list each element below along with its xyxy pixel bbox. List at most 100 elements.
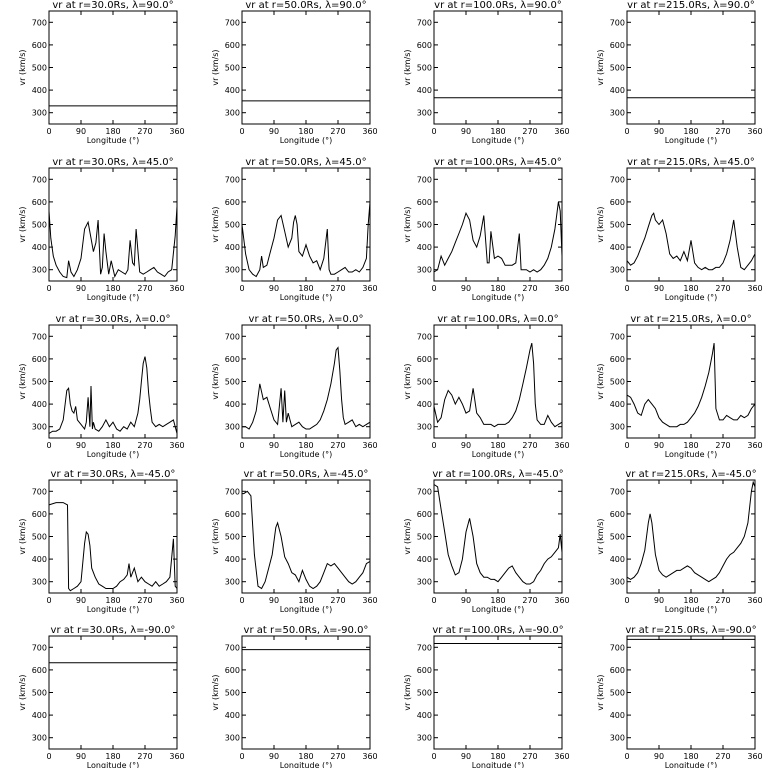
y-tick-label: 500: [225, 533, 240, 542]
y-tick-label: 300: [225, 423, 240, 432]
x-tick-label: 180: [298, 127, 313, 136]
x-tick-label: 0: [46, 441, 51, 450]
x-tick-label: 180: [298, 284, 313, 293]
plot-frame: [241, 635, 371, 750]
x-tick-label: 360: [169, 284, 184, 293]
y-tick-label: 600: [417, 510, 432, 519]
x-tick-label: 360: [554, 596, 569, 605]
y-tick-label: 500: [225, 378, 240, 387]
series-line: [626, 343, 756, 428]
x-axis-label: Longitude (°): [87, 450, 140, 459]
y-axis-label: vr (km/s): [596, 49, 605, 85]
y-tick-label: 400: [417, 86, 432, 95]
panel: vr at r=30.0Rs, λ=45.0° 0 90 180 270 360 300 40…: [18, 157, 185, 302]
x-tick-label: 360: [362, 596, 377, 605]
x-tick-label: 90: [269, 596, 279, 605]
panel: vr at r=30.0Rs, λ=-45.0° 0 90 180 270 360 300 4…: [18, 469, 185, 614]
y-axis-label: vr (km/s): [211, 363, 220, 399]
panel-title: vr at r=50.0Rs, λ=0.0°: [249, 314, 364, 325]
x-tick-label: 270: [137, 596, 152, 605]
y-axis-label: vr (km/s): [596, 206, 605, 242]
x-tick-label: 0: [624, 284, 629, 293]
x-tick-label: 90: [76, 127, 86, 136]
x-tick-label: 180: [683, 596, 698, 605]
x-axis-label: Longitude (°): [665, 605, 718, 614]
x-tick-label: 270: [137, 441, 152, 450]
x-tick-label: 360: [362, 752, 377, 761]
panel: vr at r=100.0Rs, λ=-90.0° 0 90 180 270 360 300…: [403, 625, 570, 768]
panel: vr at r=30.0Rs, λ=90.0° 0 90 180 270 360 300 40…: [18, 0, 185, 145]
x-tick-label: 180: [683, 284, 698, 293]
y-tick-label: 600: [610, 510, 625, 519]
y-tick-label: 600: [417, 666, 432, 675]
x-tick-label: 90: [654, 596, 664, 605]
x-tick-label: 360: [747, 752, 762, 761]
x-tick-label: 90: [654, 127, 664, 136]
y-tick-label: 700: [32, 332, 47, 341]
y-axis-label: vr (km/s): [18, 674, 27, 710]
y-axis-label: vr (km/s): [18, 518, 27, 554]
y-axis-label: vr (km/s): [211, 206, 220, 242]
x-tick-label: 360: [362, 284, 377, 293]
y-tick-label: 400: [610, 86, 625, 95]
x-tick-label: 360: [362, 127, 377, 136]
series-line: [242, 346, 371, 430]
panel-title: vr at r=215.0Rs, λ=45.0°: [627, 157, 755, 168]
x-tick-label: 270: [715, 596, 730, 605]
panel-title: vr at r=100.0Rs, λ=90.0°: [434, 0, 562, 11]
plot-frame: [48, 635, 178, 750]
y-tick-label: 300: [417, 578, 432, 587]
x-tick-label: 360: [747, 596, 762, 605]
x-axis-label: Longitude (°): [87, 761, 140, 768]
x-tick-label: 270: [715, 127, 730, 136]
x-tick-label: 0: [431, 127, 436, 136]
y-tick-label: 600: [417, 41, 432, 50]
y-axis-label: vr (km/s): [403, 674, 412, 710]
plot-frame: [626, 10, 756, 125]
y-axis-label: vr (km/s): [403, 363, 412, 399]
y-tick-label: 700: [417, 18, 432, 27]
y-tick-label: 700: [417, 487, 432, 496]
plot-frame: [433, 10, 563, 125]
x-tick-label: 360: [747, 127, 762, 136]
y-tick-label: 400: [32, 243, 47, 252]
x-tick-label: 270: [330, 127, 345, 136]
panel: vr at r=215.0Rs, λ=-45.0° 0 90 180 270 360 300…: [596, 469, 763, 614]
y-tick-label: 400: [610, 555, 625, 564]
y-tick-label: 400: [225, 86, 240, 95]
panel: vr at r=50.0Rs, λ=45.0° 0 90 180 270 360 300 40…: [211, 157, 378, 302]
y-tick-label: 400: [32, 86, 47, 95]
panel-title: vr at r=50.0Rs, λ=-90.0°: [244, 625, 369, 636]
y-axis-label: vr (km/s): [403, 206, 412, 242]
y-axis-label: vr (km/s): [596, 363, 605, 399]
x-tick-label: 0: [239, 752, 244, 761]
plot-frame: [433, 324, 563, 439]
y-tick-label: 400: [32, 555, 47, 564]
y-tick-label: 600: [610, 355, 625, 364]
y-tick-label: 500: [32, 64, 47, 73]
x-tick-label: 0: [46, 127, 51, 136]
y-tick-label: 300: [225, 734, 240, 743]
y-tick-label: 300: [32, 109, 47, 118]
y-tick-label: 300: [417, 423, 432, 432]
x-tick-label: 180: [490, 752, 505, 761]
panel-title: vr at r=215.0Rs, λ=0.0°: [630, 314, 751, 325]
series-line: [433, 201, 563, 273]
panel-title: vr at r=215.0Rs, λ=-90.0°: [625, 625, 756, 636]
panel: vr at r=50.0Rs, λ=0.0° 0 90 180 270 360 300 400…: [211, 314, 378, 459]
panel-title: vr at r=50.0Rs, λ=90.0°: [245, 0, 366, 11]
x-tick-label: 270: [137, 284, 152, 293]
y-tick-label: 600: [32, 41, 47, 50]
y-tick-label: 400: [225, 243, 240, 252]
y-tick-label: 700: [610, 175, 625, 184]
x-tick-label: 180: [105, 284, 120, 293]
y-tick-label: 300: [225, 266, 240, 275]
y-tick-label: 700: [610, 487, 625, 496]
x-axis-label: Longitude (°): [665, 293, 718, 302]
x-tick-label: 90: [461, 596, 471, 605]
y-tick-label: 300: [32, 266, 47, 275]
y-tick-label: 500: [610, 689, 625, 698]
y-tick-label: 400: [417, 243, 432, 252]
panel: vr at r=30.0Rs, λ=-90.0° 0 90 180 270 360 300 4…: [18, 625, 185, 768]
